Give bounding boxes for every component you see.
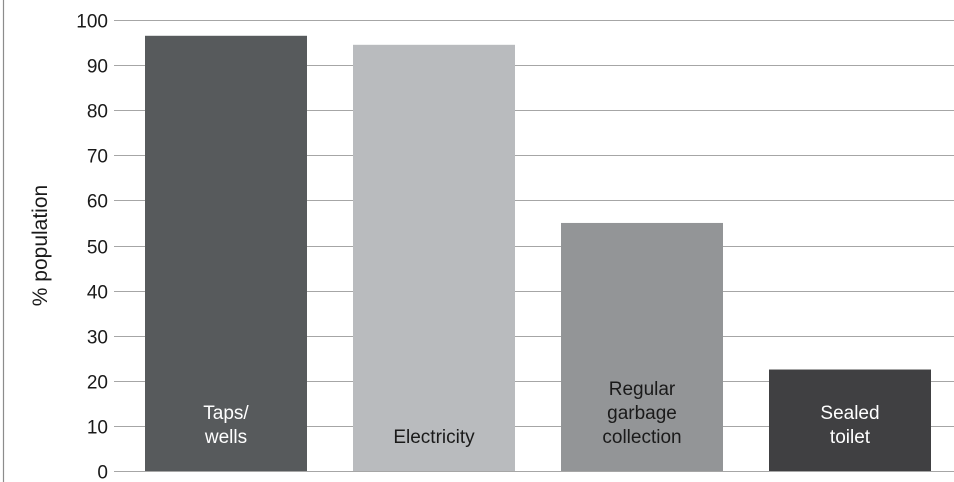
y-tick-label: 50 — [87, 238, 108, 259]
y-tick-label: 90 — [87, 57, 108, 78]
category-label: Electricity — [393, 427, 475, 448]
y-tick-label: 30 — [87, 328, 108, 349]
bar — [769, 369, 931, 471]
y-tick-label: 100 — [76, 12, 108, 33]
y-tick-labels: 0 10 20 30 40 50 60 70 80 90 100 — [76, 12, 108, 482]
y-axis-title: % population — [29, 185, 52, 306]
bar — [353, 44, 515, 472]
bar — [561, 222, 723, 471]
bars — [145, 35, 931, 472]
category-label: Taps/wells — [203, 403, 249, 448]
y-tick-label: 20 — [87, 373, 108, 394]
y-tick-label: 60 — [87, 192, 108, 213]
bar — [145, 35, 307, 471]
y-tick-label: 10 — [87, 418, 108, 439]
y-tick-label: 70 — [87, 147, 108, 168]
y-tick-label: 0 — [97, 463, 108, 482]
y-tick-label: 40 — [87, 283, 108, 304]
category-label: Regular garbage collection — [602, 379, 681, 448]
category-label: Sealed toilet — [820, 403, 879, 448]
bar-labels: Taps/wells Electricity Regular garbage colle… — [203, 379, 879, 448]
y-tick-label: 80 — [87, 102, 108, 123]
